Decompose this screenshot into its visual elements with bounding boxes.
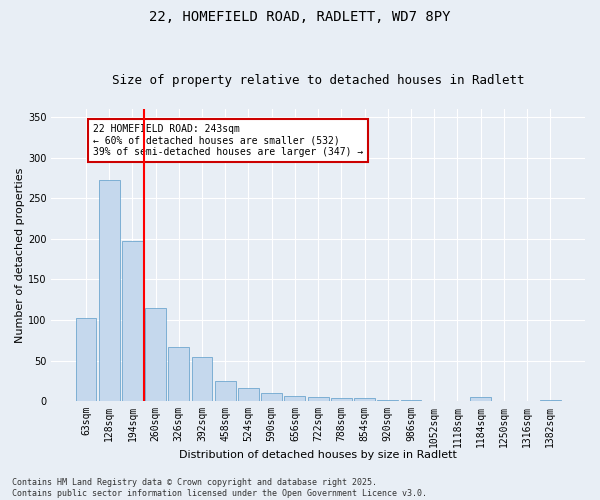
Bar	[76, 318, 97, 401]
Bar	[215, 381, 236, 401]
Bar	[122, 242, 143, 401]
Bar	[191, 356, 212, 401]
Title: Size of property relative to detached houses in Radlett: Size of property relative to detached ho…	[112, 74, 524, 87]
Bar	[99, 180, 119, 401]
Bar	[540, 400, 561, 401]
Text: 22, HOMEFIELD ROAD, RADLETT, WD7 8PY: 22, HOMEFIELD ROAD, RADLETT, WD7 8PY	[149, 10, 451, 24]
Bar	[401, 400, 421, 401]
Bar	[377, 400, 398, 401]
Y-axis label: Number of detached properties: Number of detached properties	[15, 168, 25, 343]
X-axis label: Distribution of detached houses by size in Radlett: Distribution of detached houses by size …	[179, 450, 457, 460]
Bar	[308, 397, 329, 401]
Bar	[470, 397, 491, 401]
Bar	[284, 396, 305, 401]
Text: Contains HM Land Registry data © Crown copyright and database right 2025.
Contai: Contains HM Land Registry data © Crown c…	[12, 478, 427, 498]
Bar	[354, 398, 375, 401]
Text: 22 HOMEFIELD ROAD: 243sqm
← 60% of detached houses are smaller (532)
39% of semi: 22 HOMEFIELD ROAD: 243sqm ← 60% of detac…	[93, 124, 363, 157]
Bar	[169, 347, 189, 401]
Bar	[331, 398, 352, 401]
Bar	[261, 393, 282, 401]
Bar	[238, 388, 259, 401]
Bar	[145, 308, 166, 401]
